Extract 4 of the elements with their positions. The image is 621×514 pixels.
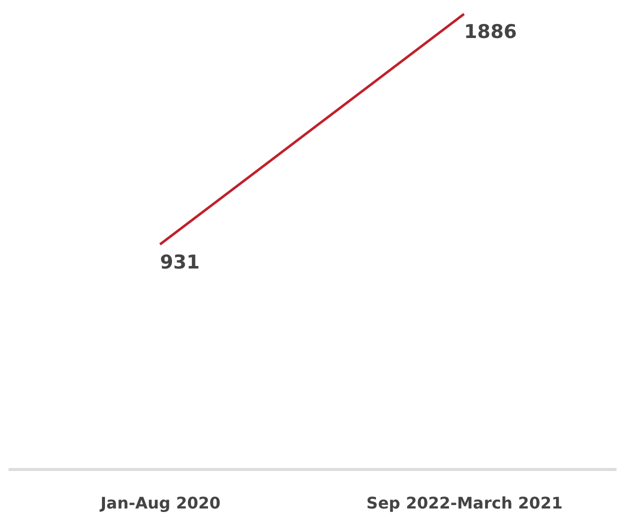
- x-tick-label: Jan-Aug 2020: [99, 494, 221, 512]
- x-tick-label: Sep 2022-March 2021: [366, 494, 563, 512]
- data-label: 1886: [464, 21, 517, 43]
- data-label: 931: [160, 251, 200, 274]
